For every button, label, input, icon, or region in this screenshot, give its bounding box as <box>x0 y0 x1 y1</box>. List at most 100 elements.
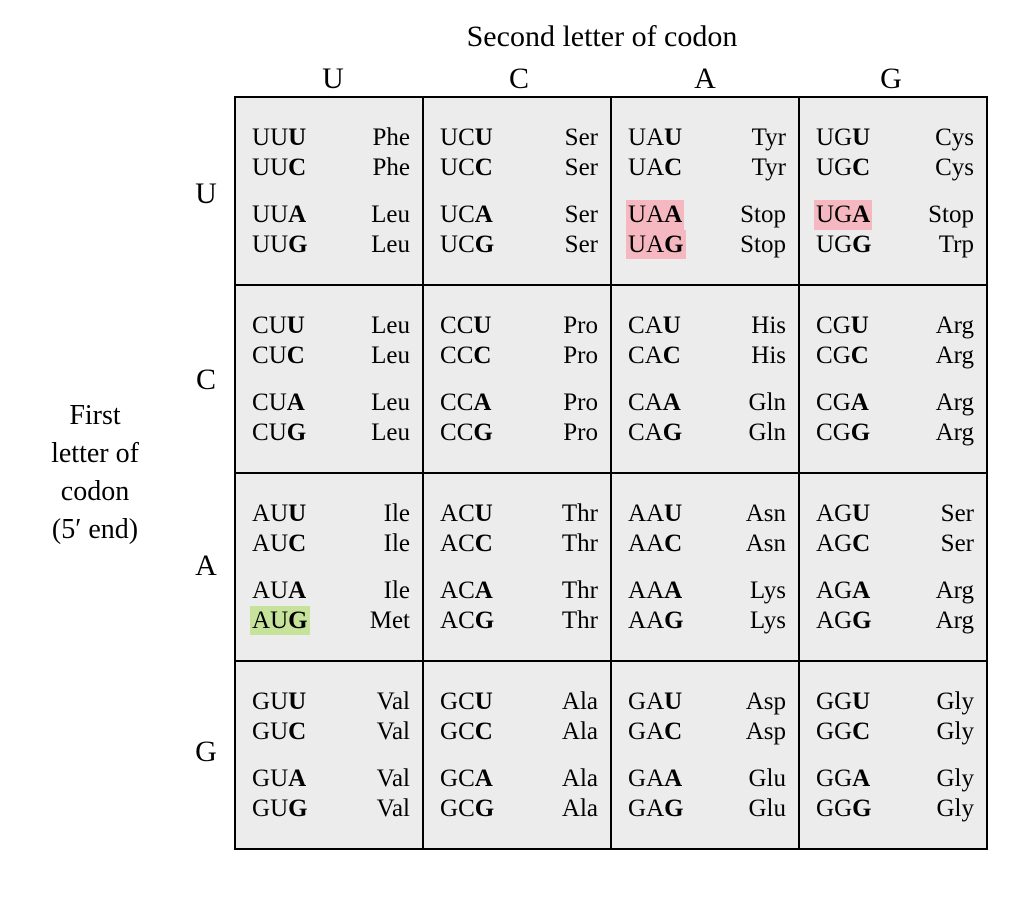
row-headers: U C A G <box>178 101 234 845</box>
codon-entry: CCAPro <box>438 388 598 418</box>
codon-sequence: AUC <box>250 529 308 559</box>
codon-cell: GGUGlyGGCGlyGGAGlyGGGGly <box>799 661 987 849</box>
codon-cell: AAUAsnAACAsnAAALysAAGLys <box>611 473 799 661</box>
codon-entry: GUCVal <box>250 717 410 747</box>
codon-sequence: CGG <box>814 418 872 448</box>
codon-entry: GAAGlu <box>626 764 786 794</box>
codon-sequence: AGA <box>814 576 872 606</box>
codon-entry: ACCThr <box>438 529 598 559</box>
codon-entry: GGCGly <box>814 717 974 747</box>
codon-entry: GCGAla <box>438 794 598 824</box>
amino-acid: Ser <box>548 230 598 260</box>
codon-cell: GUUValGUCValGUAValGUGVal <box>235 661 423 849</box>
amino-acid: Gly <box>924 794 974 824</box>
codon-sequence: CCU <box>438 311 493 341</box>
table-row: GUUValGUCValGUAValGUGValGCUAlaGCCAlaGCAA… <box>235 661 987 849</box>
amino-acid: Lys <box>736 606 786 636</box>
col-header-u: U <box>240 62 426 96</box>
codon-entry: AUAIle <box>250 576 410 606</box>
codon-sequence: ACA <box>438 576 495 606</box>
amino-acid: Leu <box>360 388 410 418</box>
row-header-c: C <box>196 287 216 473</box>
amino-acid: Arg <box>924 341 974 371</box>
codon-entry: UGA Stop <box>814 200 974 230</box>
codon-entry: GUGVal <box>250 794 410 824</box>
codon-sequence: AGC <box>814 529 872 559</box>
codon-entry: AGUSer <box>814 499 974 529</box>
codon-sequence: ACU <box>438 499 495 529</box>
amino-acid: Leu <box>360 230 410 260</box>
codon-cell: UUUPheUUCPheUUALeuUUGLeu <box>235 97 423 285</box>
amino-acid: Trp <box>924 230 974 260</box>
left-title-line: codon <box>20 473 170 511</box>
codon-entry: CCGPro <box>438 418 598 448</box>
col-header-c: C <box>426 62 612 96</box>
codon-sequence: UAA <box>626 200 684 230</box>
left-axis-title: First letter of codon (5′ end) <box>20 397 178 548</box>
codon-entry: AUCIle <box>250 529 410 559</box>
amino-acid: Gln <box>736 388 786 418</box>
amino-acid: Gly <box>924 764 974 794</box>
codon-sequence: GGC <box>814 717 872 747</box>
codon-cell: UCUSerUCCSerUCASerUCGSer <box>423 97 611 285</box>
amino-acid: Ala <box>548 717 598 747</box>
codon-sequence: UCU <box>438 123 495 153</box>
table-row: AUUIleAUCIleAUAIleAUGMetACUThrACCThrACAT… <box>235 473 987 661</box>
amino-acid: Met <box>360 606 410 636</box>
codon-sequence: GAA <box>626 764 684 794</box>
codon-sequence: UAU <box>626 123 684 153</box>
codon-sequence: ACC <box>438 529 495 559</box>
codon-sequence: UAG <box>626 230 686 260</box>
amino-acid: Asn <box>736 499 786 529</box>
amino-acid: Stop <box>736 200 786 230</box>
codon-sequence: CCC <box>438 341 493 371</box>
codon-sequence: ACG <box>438 606 496 636</box>
codon-entry: ACGThr <box>438 606 598 636</box>
codon-sequence: UGA <box>814 200 872 230</box>
codon-sequence: UGC <box>814 153 872 183</box>
codon-entry: UAUTyr <box>626 123 786 153</box>
codon-sequence: GCA <box>438 764 495 794</box>
table-row: CUULeuCUCLeuCUALeuCUGLeuCCUProCCCProCCAP… <box>235 285 987 473</box>
codon-entry: UCASer <box>438 200 598 230</box>
amino-acid: Phe <box>360 123 410 153</box>
codon-sequence: UUU <box>250 123 308 153</box>
codon-sequence: UCG <box>438 230 496 260</box>
codon-sequence: UUC <box>250 153 308 183</box>
codon-entry: UAGStop <box>626 230 786 260</box>
amino-acid: Gln <box>736 418 786 448</box>
amino-acid: His <box>736 311 786 341</box>
codon-sequence: GCU <box>438 687 495 717</box>
amino-acid: Leu <box>360 418 410 448</box>
codon-entry: CGAArg <box>814 388 974 418</box>
amino-acid: Stop <box>924 200 974 230</box>
codon-entry: UUC Phe <box>250 153 410 183</box>
codon-entry: GCCAla <box>438 717 598 747</box>
codon-entry: UCUSer <box>438 123 598 153</box>
amino-acid: Pro <box>548 418 598 448</box>
codon-cell: CGUArgCGCArgCGAArgCGGArg <box>799 285 987 473</box>
codon-entry: GUUVal <box>250 687 410 717</box>
amino-acid: Leu <box>360 311 410 341</box>
codon-entry: GAUAsp <box>626 687 786 717</box>
amino-acid: Phe <box>360 153 410 183</box>
codon-entry: UUALeu <box>250 200 410 230</box>
codon-sequence: AGU <box>814 499 872 529</box>
codon-entry: CCCPro <box>438 341 598 371</box>
codon-entry: CUGLeu <box>250 418 410 448</box>
amino-acid: Arg <box>924 576 974 606</box>
row-header-u: U <box>195 101 217 287</box>
row-header-a: A <box>195 473 217 659</box>
amino-acid: Arg <box>924 311 974 341</box>
codon-sequence: AUA <box>250 576 308 606</box>
codon-sequence: CAC <box>626 341 683 371</box>
codon-table: Second letter of codon U C A G First let… <box>20 20 1004 850</box>
codon-entry: AAALys <box>626 576 786 606</box>
left-title-line: First <box>20 397 170 435</box>
codon-sequence: CAU <box>626 311 683 341</box>
codon-cell: ACUThrACCThrACAThrACGThr <box>423 473 611 661</box>
codon-entry: AAUAsn <box>626 499 786 529</box>
codon-sequence: UGG <box>814 230 874 260</box>
codon-sequence: CUU <box>250 311 307 341</box>
codon-entry: UGUCys <box>814 123 974 153</box>
